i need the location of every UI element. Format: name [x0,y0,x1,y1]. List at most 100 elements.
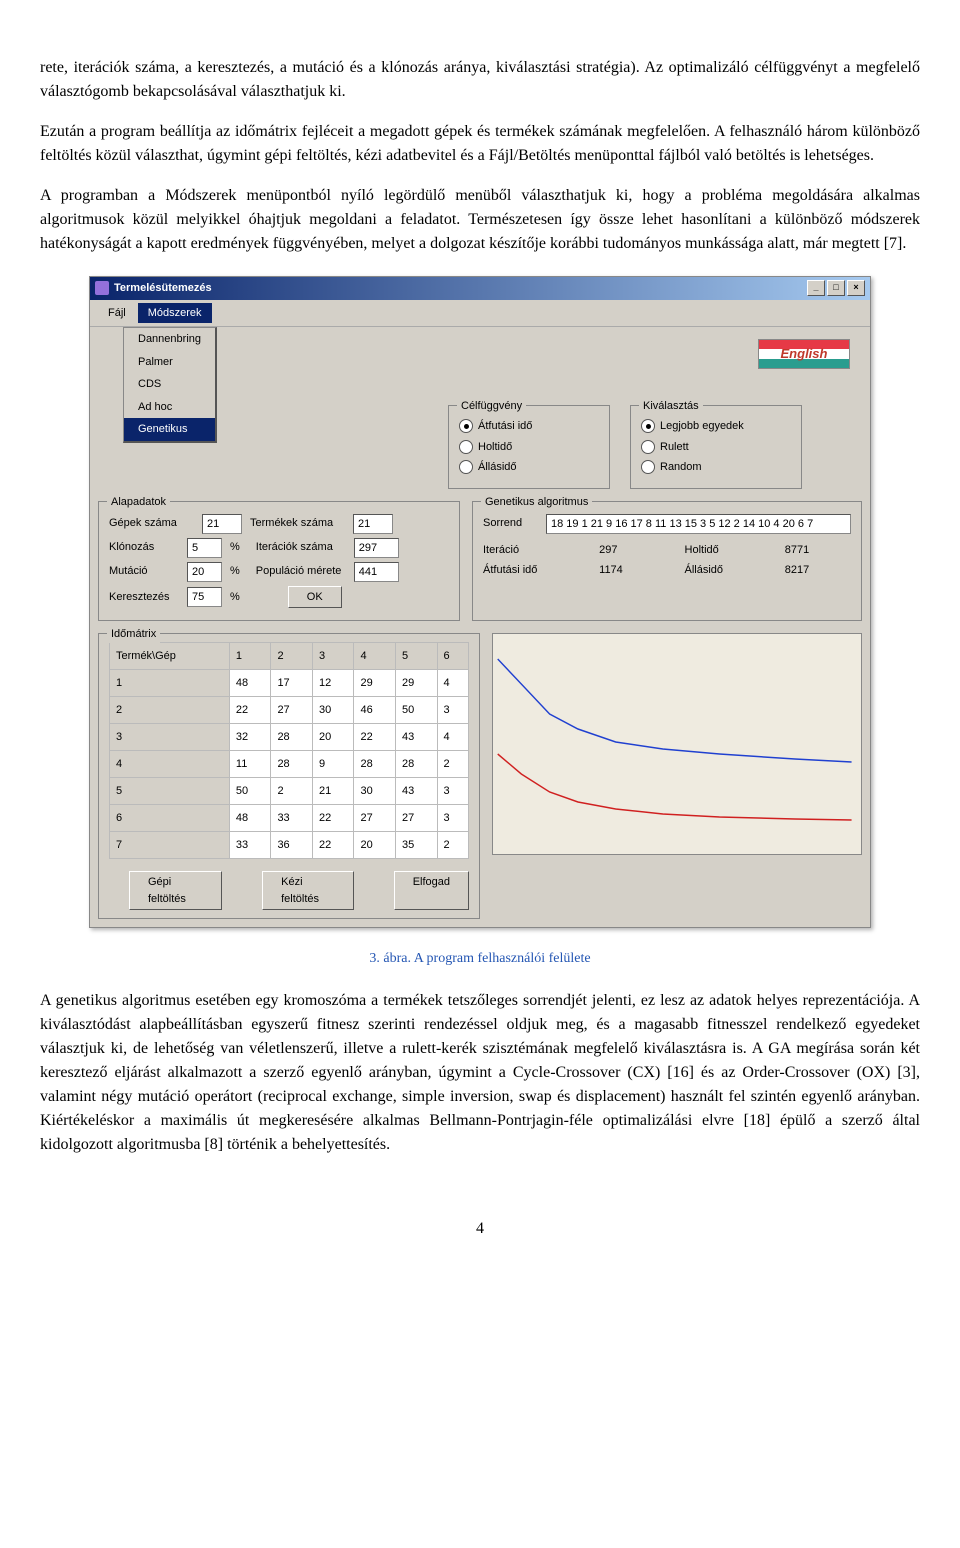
ga-holt-label: Holtidő [685,542,765,559]
paragraph-3: A programban a Módszerek menüpontból nyí… [40,184,920,256]
percent-1: % [230,539,240,556]
table-cell[interactable]: 50 [395,697,437,724]
menu-modszerek[interactable]: Módszerek [138,303,212,324]
radio-legjobb[interactable] [641,419,655,433]
table-cell[interactable]: 50 [229,778,271,805]
table-col-header: 1 [229,643,271,670]
table-cell[interactable]: 27 [271,697,313,724]
radio-holtido[interactable] [459,440,473,454]
termekek-input[interactable]: 21 [353,514,393,534]
table-cell[interactable]: 28 [271,724,313,751]
percent-2: % [230,563,240,580]
ga-atfut-label: Átfutási idő [483,562,579,579]
table-cell[interactable]: 3 [437,697,469,724]
table-cell[interactable]: 27 [395,805,437,832]
table-cell[interactable]: 29 [395,670,437,697]
populacio-input[interactable]: 441 [354,562,399,582]
table-row-header: 1 [110,670,230,697]
table-cell[interactable]: 4 [437,724,469,751]
window-title: Termelésütemezés [114,280,212,297]
table-cell[interactable]: 2 [437,751,469,778]
table-cell[interactable]: 43 [395,778,437,805]
table-col-header: 3 [312,643,354,670]
gepek-input[interactable]: 21 [202,514,242,534]
radio-random[interactable] [641,460,655,474]
mutacio-label: Mutáció [109,563,179,580]
maximize-button[interactable]: □ [827,280,845,296]
table-cell[interactable]: 30 [354,778,396,805]
minimize-button[interactable]: _ [807,280,825,296]
label-atfutasi: Átfutási idő [478,418,532,435]
keresztezes-input[interactable]: 75 [187,587,222,607]
table-cell[interactable]: 2 [437,832,469,859]
table-cell[interactable]: 20 [354,832,396,859]
kivalasztas-group: Kiválasztás Legjobb egyedek Rulett Rando… [630,405,802,489]
table-col-header: 4 [354,643,396,670]
table-cell[interactable]: 28 [271,751,313,778]
gepi-feltoltes-button[interactable]: Gépi feltöltés [129,871,222,910]
radio-rulett[interactable] [641,440,655,454]
table-cell[interactable]: 36 [271,832,313,859]
radio-allasido[interactable] [459,460,473,474]
ga-group: Genetikus algoritmus Sorrend 18 19 1 21 … [472,501,862,622]
table-row: 332282022434 [110,724,469,751]
table-cell[interactable]: 22 [229,697,271,724]
table-cell[interactable]: 22 [354,724,396,751]
table-cell[interactable]: 12 [312,670,354,697]
table-corner: Termék\Gép [110,643,230,670]
table-cell[interactable]: 43 [395,724,437,751]
close-button[interactable]: × [847,280,865,296]
table-cell[interactable]: 33 [271,805,313,832]
populacio-label: Populáció mérete [256,563,346,580]
table-row: 41128928282 [110,751,469,778]
table-cell[interactable]: 29 [354,670,396,697]
table-cell[interactable]: 21 [312,778,354,805]
label-holtido: Holtidő [478,439,512,456]
table-cell[interactable]: 17 [271,670,313,697]
kezi-feltoltes-button[interactable]: Kézi feltöltés [262,871,354,910]
idomatrix-title: Időmátrix [107,626,160,643]
table-cell[interactable]: 48 [229,670,271,697]
table-cell[interactable]: 28 [395,751,437,778]
table-row: 222273046503 [110,697,469,724]
table-cell[interactable]: 20 [312,724,354,751]
table-cell[interactable]: 3 [437,805,469,832]
table-cell[interactable]: 28 [354,751,396,778]
idomatrix-table: Termék\Gép123456 14817122929422227304650… [109,642,469,859]
table-cell[interactable]: 4 [437,670,469,697]
paragraph-4: A genetikus algoritmus esetében egy krom… [40,989,920,1157]
kivalasztas-title: Kiválasztás [639,398,703,415]
table-cell[interactable]: 35 [395,832,437,859]
page-number: 4 [40,1217,920,1241]
table-cell[interactable]: 32 [229,724,271,751]
elfogad-button[interactable]: Elfogad [394,871,469,910]
table-cell[interactable]: 2 [271,778,313,805]
klonozas-input[interactable]: 5 [187,538,222,558]
ok-button[interactable]: OK [288,586,342,609]
iteracio-input[interactable]: 297 [354,538,399,558]
ga-iter-label: Iteráció [483,542,579,559]
alapadatok-group: Alapadatok Gépek száma 21 Termékek száma… [98,501,460,622]
titlebar: Termelésütemezés _ □ × [90,277,870,300]
language-flag-button[interactable]: English [758,339,850,369]
table-cell[interactable]: 46 [354,697,396,724]
app-icon [95,281,109,295]
table-cell[interactable]: 22 [312,832,354,859]
table-row-header: 4 [110,751,230,778]
table-cell[interactable]: 22 [312,805,354,832]
table-cell[interactable]: 33 [229,832,271,859]
radio-atfutasi[interactable] [459,419,473,433]
ga-title: Genetikus algoritmus [481,494,592,511]
table-cell[interactable]: 30 [312,697,354,724]
app-window: Termelésütemezés _ □ × Fájl Módszerek Da… [89,276,871,928]
sorrend-input[interactable]: 18 19 1 21 9 16 17 8 11 13 15 3 5 12 2 1… [546,514,851,534]
table-row-header: 5 [110,778,230,805]
mutacio-input[interactable]: 20 [187,562,222,582]
table-cell[interactable]: 9 [312,751,354,778]
menu-fajl[interactable]: Fájl [98,303,136,324]
table-cell[interactable]: 11 [229,751,271,778]
table-cell[interactable]: 27 [354,805,396,832]
table-cell[interactable]: 3 [437,778,469,805]
table-cell[interactable]: 48 [229,805,271,832]
keresztezes-label: Keresztezés [109,589,179,606]
